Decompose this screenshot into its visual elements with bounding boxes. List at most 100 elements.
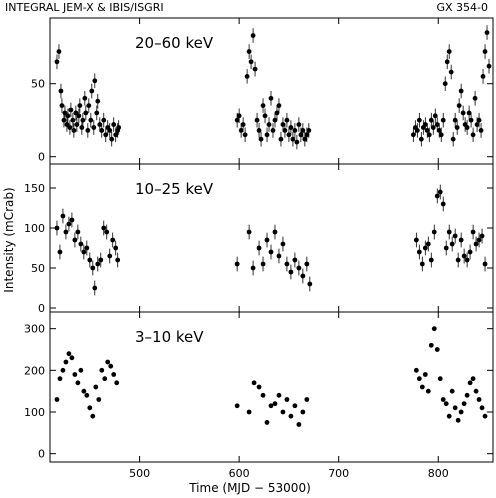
data-point (426, 132, 432, 138)
data-point (461, 401, 467, 407)
data-point (78, 241, 84, 247)
data-point (476, 397, 482, 402)
data-point (256, 128, 262, 133)
data-point (449, 388, 455, 394)
data-point (244, 74, 250, 79)
data-point (268, 95, 274, 101)
data-point (470, 132, 476, 138)
data-point (80, 117, 86, 123)
data-point (437, 189, 443, 195)
panel-frame (49, 163, 494, 313)
data-point (434, 193, 440, 199)
data-point (443, 245, 449, 251)
x-tick-label: 600 (229, 467, 250, 480)
y-tick-label: 300 (24, 323, 45, 336)
data-point (72, 372, 78, 377)
x-tick-label: 700 (328, 467, 349, 480)
data-point (85, 128, 91, 133)
data-point (246, 409, 252, 415)
data-point (66, 351, 72, 357)
y-tick-label: 200 (24, 364, 45, 377)
data-point (69, 217, 75, 223)
header-right: GX 354-0 (436, 1, 488, 14)
data-point (410, 132, 416, 138)
data-point (61, 117, 67, 123)
data-point (242, 132, 248, 138)
data-point (113, 132, 119, 138)
data-point (260, 392, 266, 398)
data-point (59, 103, 65, 108)
data-point (94, 110, 100, 116)
y-tick-label: 150 (24, 182, 45, 195)
data-point (101, 117, 107, 123)
data-point (70, 117, 76, 123)
data-point (419, 261, 425, 267)
data-point (107, 128, 113, 133)
data-point (89, 88, 95, 94)
data-point (69, 355, 75, 361)
data-point (418, 136, 424, 142)
data-point (252, 66, 258, 72)
data-point (306, 128, 312, 133)
data-point (476, 117, 482, 123)
data-point (437, 376, 443, 382)
data-point (464, 392, 470, 398)
data-point (62, 110, 68, 116)
data-point (276, 392, 282, 398)
data-point (479, 233, 485, 239)
data-point (296, 265, 302, 271)
data-point (60, 213, 66, 219)
data-point (251, 380, 257, 386)
data-point (236, 113, 242, 119)
data-point (264, 132, 270, 138)
data-point (482, 49, 488, 54)
data-point (90, 413, 96, 419)
data-point (484, 30, 490, 35)
data-point (472, 95, 478, 101)
panel-1: 0 50 100 150 10–25 keV (24, 163, 494, 315)
data-point (272, 117, 278, 123)
data-point (292, 403, 298, 409)
data-point (234, 403, 240, 409)
data-point (280, 122, 286, 127)
data-point (304, 132, 310, 138)
data-point (431, 326, 437, 332)
data-point (416, 249, 422, 255)
data-point (486, 63, 492, 69)
data-point (86, 103, 92, 108)
data-point (443, 401, 449, 407)
data-point (458, 237, 464, 243)
data-point (284, 261, 290, 267)
data-point (268, 403, 274, 409)
header-left: INTEGRAL JEM-X & IBIS/ISGRI (5, 1, 164, 14)
y-tick-label: 50 (31, 78, 45, 91)
data-point (99, 367, 105, 373)
data-point (76, 113, 82, 119)
data-point (300, 409, 306, 415)
data-point (108, 363, 114, 369)
data-point (478, 128, 484, 133)
panel-frame (49, 311, 494, 463)
data-point (428, 117, 434, 123)
data-point (456, 103, 462, 108)
data-point (461, 253, 467, 259)
x-tick-label: 800 (428, 467, 449, 480)
data-point (248, 59, 254, 65)
data-point (464, 257, 470, 263)
data-point (428, 342, 434, 348)
data-point (104, 229, 110, 235)
data-point (460, 110, 466, 116)
data-point (67, 125, 73, 130)
data-point (264, 420, 270, 425)
data-point (446, 229, 452, 235)
data-point (284, 117, 290, 123)
data-point (260, 103, 266, 108)
data-point (482, 413, 488, 419)
data-point (68, 107, 74, 113)
data-point (272, 229, 278, 235)
data-point (65, 113, 71, 119)
data-point (455, 417, 461, 423)
data-point (473, 388, 479, 394)
data-point (111, 122, 117, 127)
data-point (278, 136, 284, 142)
